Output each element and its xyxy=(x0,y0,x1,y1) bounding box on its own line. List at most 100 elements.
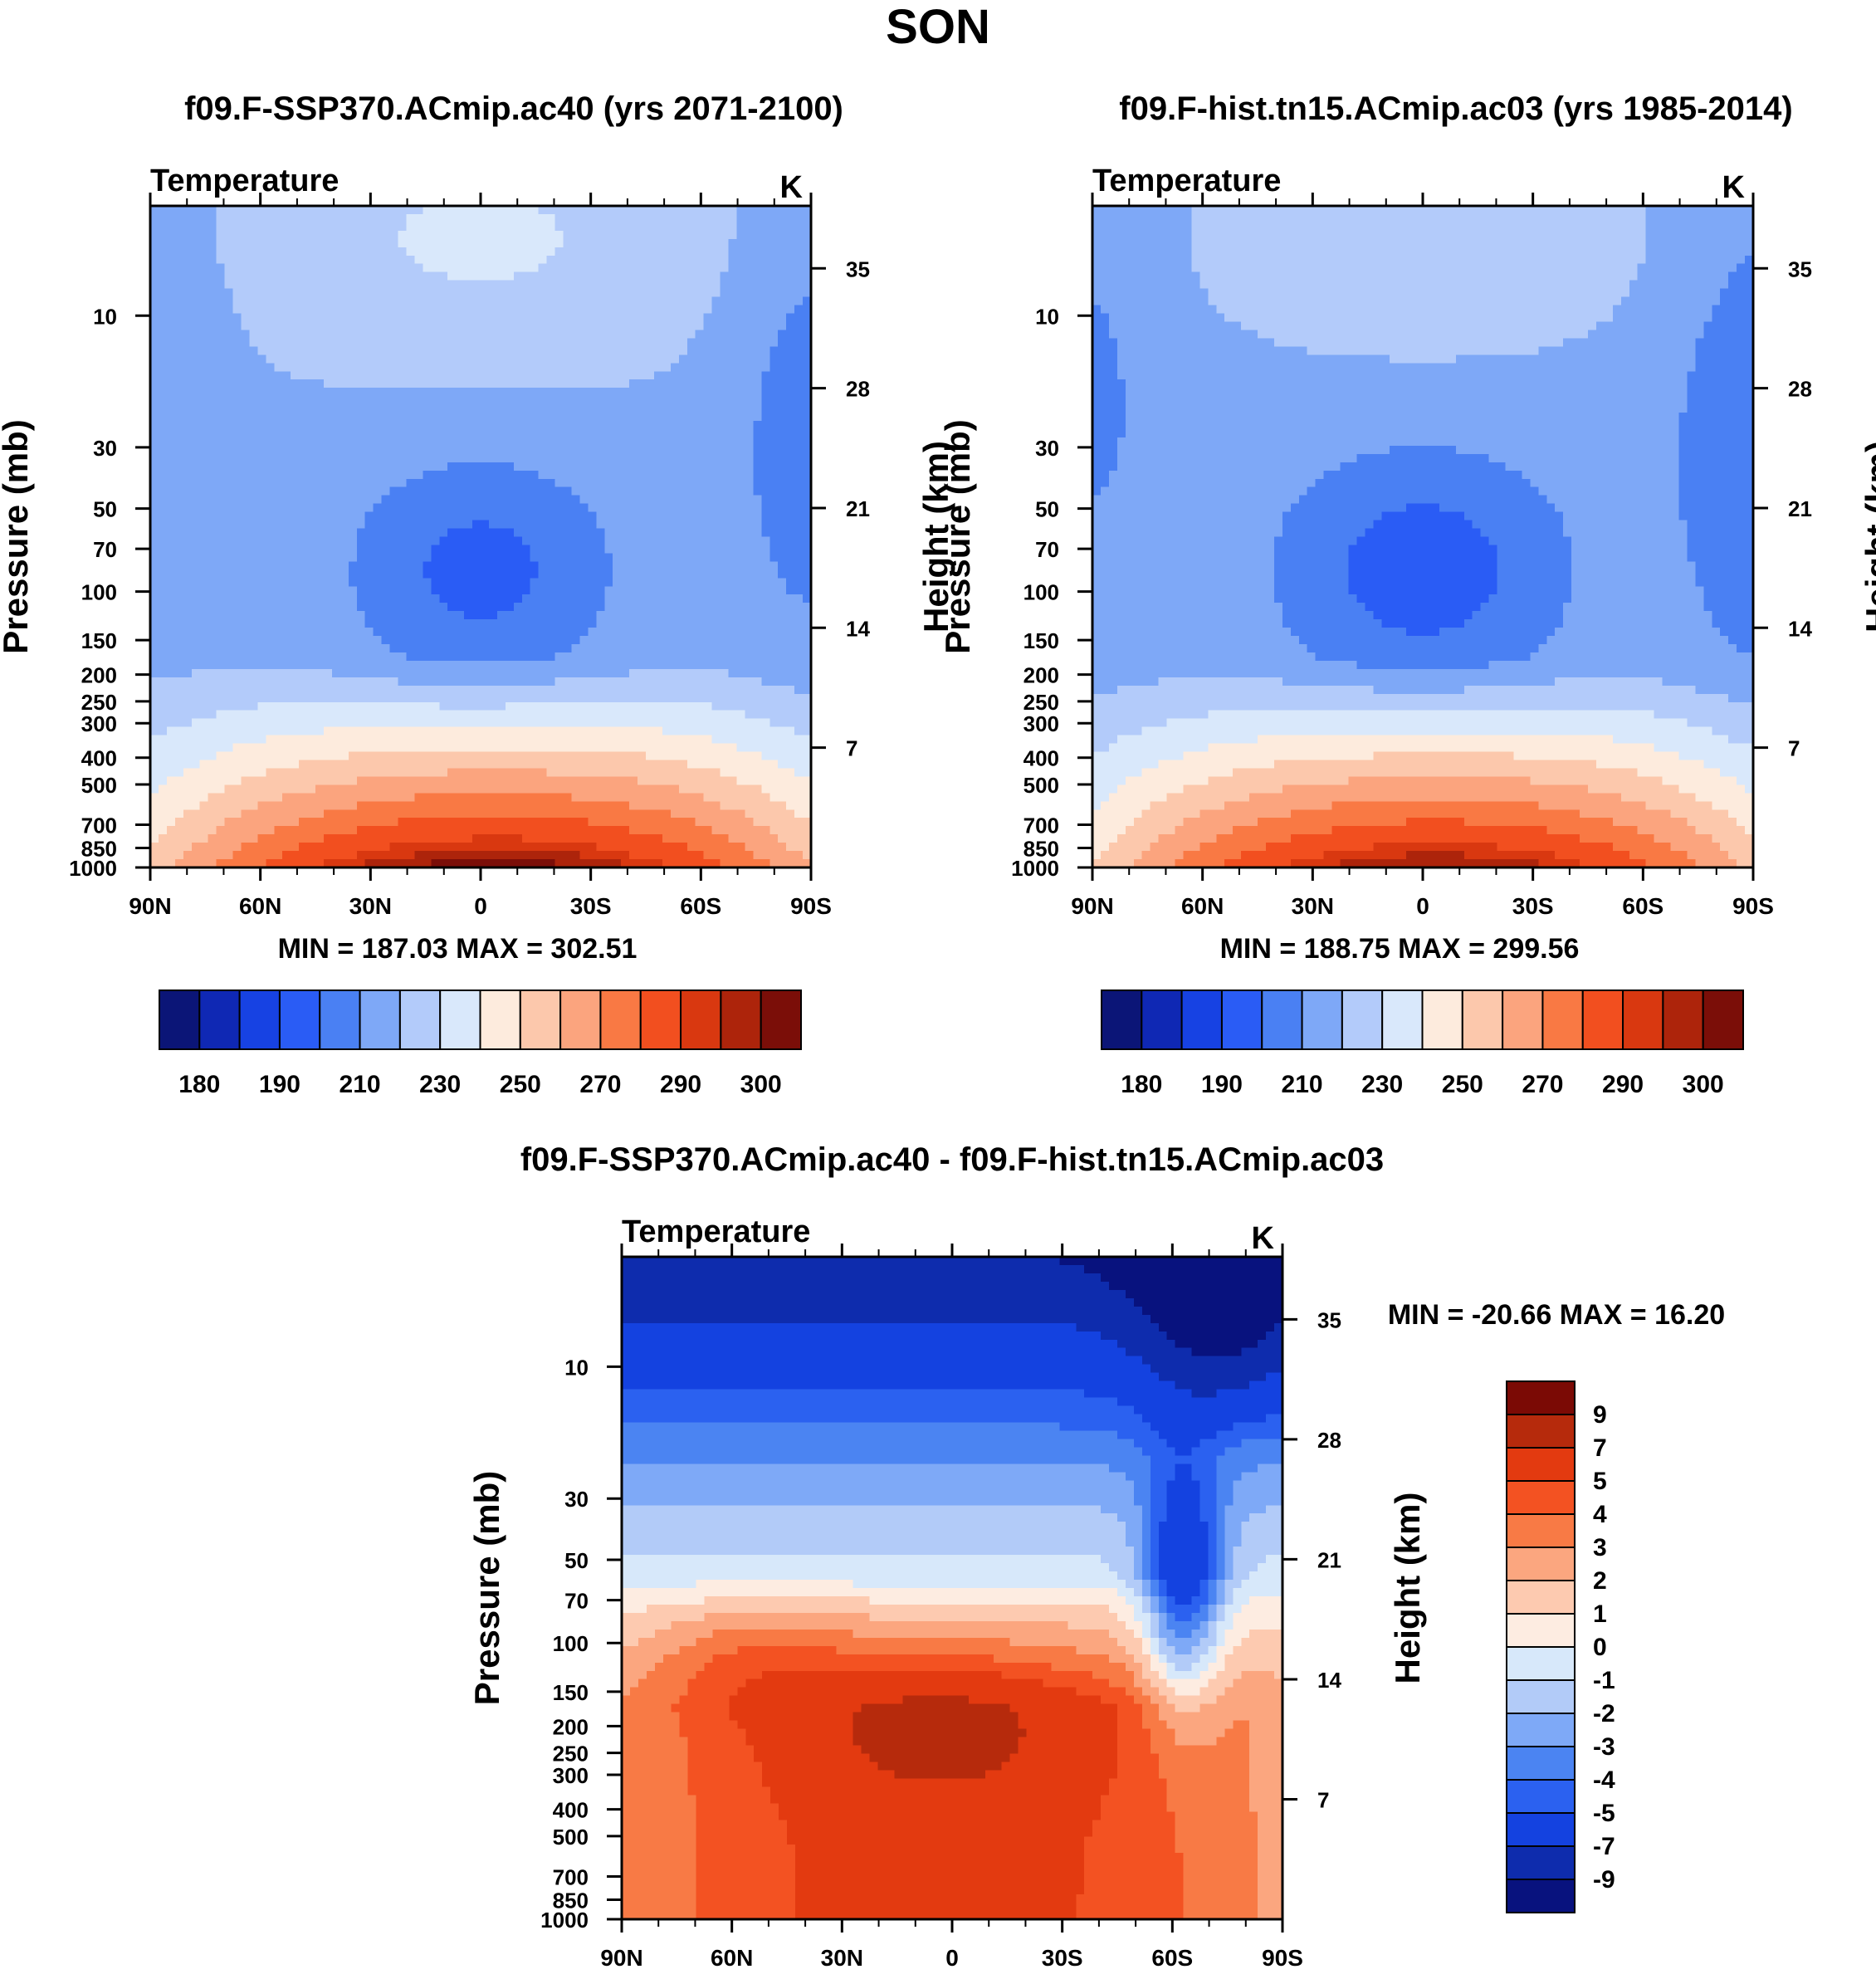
contour-cell xyxy=(423,222,432,232)
contour-cell xyxy=(365,363,374,372)
contour-cell xyxy=(497,214,506,223)
contour-cell xyxy=(274,239,283,248)
contour-cell xyxy=(398,363,408,372)
contour-cell xyxy=(753,289,762,298)
contour-cell xyxy=(447,363,457,372)
contour-cell xyxy=(159,413,168,422)
contour-cell xyxy=(638,354,647,364)
contour-cell xyxy=(332,321,341,330)
contour-cell xyxy=(398,305,408,315)
contour-cell xyxy=(786,429,795,438)
contour-cell xyxy=(200,321,209,330)
contour-cell xyxy=(249,297,258,306)
contour-cell xyxy=(662,264,672,273)
contour-cell xyxy=(472,437,481,447)
contour-cell xyxy=(456,346,465,355)
contour-cell xyxy=(307,346,316,355)
contour-cell xyxy=(150,264,159,273)
contour-cell xyxy=(604,321,613,330)
contour-cell xyxy=(291,413,300,422)
contour-cell xyxy=(761,413,770,422)
contour-cell xyxy=(497,404,506,413)
contour-cell xyxy=(266,314,275,323)
contour-cell xyxy=(365,305,374,315)
contour-cell xyxy=(522,305,531,315)
contour-cell xyxy=(200,421,209,430)
contour-cell xyxy=(472,363,481,372)
contour-cell xyxy=(514,379,523,388)
contour-cell xyxy=(654,338,663,347)
contour-cell xyxy=(671,404,680,413)
contour-cell xyxy=(225,429,234,438)
contour-cell xyxy=(357,206,366,215)
contour-cell xyxy=(489,214,498,223)
contour-cell xyxy=(299,281,308,290)
contour-cell xyxy=(696,222,705,232)
contour-cell xyxy=(315,437,325,447)
contour-cell xyxy=(167,239,176,248)
contour-cell xyxy=(390,421,399,430)
contour-cell xyxy=(291,247,300,257)
contour-cell xyxy=(638,305,647,315)
contour-cell xyxy=(530,281,540,290)
contour-cell xyxy=(439,264,448,273)
contour-cell xyxy=(464,379,473,388)
contour-cell xyxy=(307,305,316,315)
contour-cell xyxy=(225,338,234,347)
contour-cell xyxy=(183,346,193,355)
contour-cell xyxy=(382,256,391,265)
contour-cell xyxy=(646,297,655,306)
contour-cell xyxy=(257,289,266,298)
contour-cell xyxy=(539,338,548,347)
contour-cell xyxy=(671,231,680,240)
contour-cell xyxy=(761,297,770,306)
contour-cell xyxy=(696,314,705,323)
contour-cell xyxy=(736,247,745,257)
contour-cell xyxy=(225,305,234,315)
contour-cell xyxy=(638,346,647,355)
contour-cell xyxy=(472,305,481,315)
contour-cell xyxy=(291,214,300,223)
contour-cell xyxy=(579,371,589,380)
contour-cell xyxy=(200,437,209,447)
contour-cell xyxy=(571,346,580,355)
contour-cell xyxy=(729,222,738,232)
contour-cell xyxy=(414,388,423,397)
contour-cell xyxy=(579,437,589,447)
contour-cell xyxy=(704,437,713,447)
contour-cell xyxy=(208,363,217,372)
contour-cell xyxy=(208,421,217,430)
contour-cell xyxy=(357,354,366,364)
contour-cell xyxy=(646,314,655,323)
contour-cell xyxy=(729,371,738,380)
contour-cell xyxy=(249,239,258,248)
contour-cell xyxy=(596,437,605,447)
contour-cell xyxy=(481,272,490,281)
contour-cell xyxy=(183,421,193,430)
contour-cell xyxy=(208,231,217,240)
contour-cell xyxy=(761,338,770,347)
contour-cell xyxy=(696,404,705,413)
contour-cell xyxy=(398,239,408,248)
contour-cell xyxy=(472,354,481,364)
contour-cell xyxy=(423,206,432,215)
contour-cell xyxy=(769,363,779,372)
contour-cell xyxy=(736,413,745,422)
contour-cell xyxy=(786,396,795,405)
contour-cell xyxy=(596,346,605,355)
contour-cell xyxy=(208,330,217,339)
contour-cell xyxy=(175,214,184,223)
contour-cell xyxy=(522,247,531,257)
contour-cell xyxy=(506,437,515,447)
contour-cell xyxy=(712,371,721,380)
contour-cell xyxy=(497,264,506,273)
contour-cell xyxy=(769,281,779,290)
contour-cell xyxy=(638,314,647,323)
contour-cell xyxy=(431,346,440,355)
contour-cell xyxy=(200,289,209,298)
contour-cell xyxy=(794,314,804,323)
contour-cell xyxy=(547,305,556,315)
contour-cell xyxy=(671,264,680,273)
contour-cell xyxy=(506,371,515,380)
contour-cell xyxy=(729,214,738,223)
